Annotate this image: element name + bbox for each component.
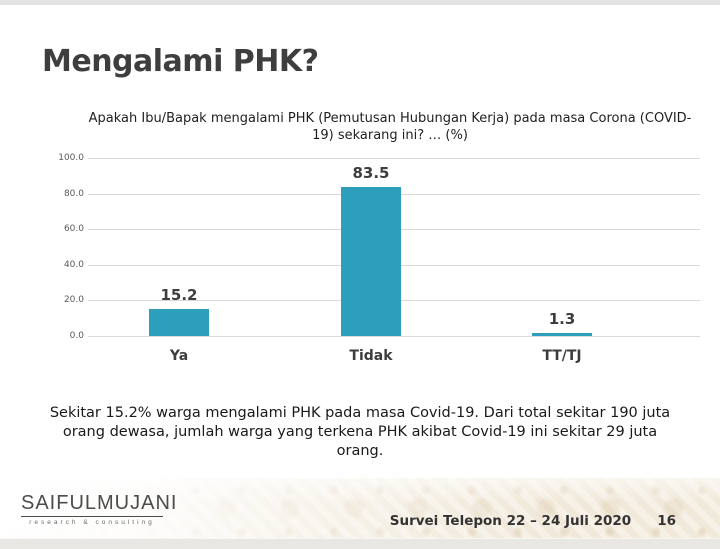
bar-value-label: 15.2 bbox=[160, 286, 198, 304]
logo-subtitle: research & consulting bbox=[29, 519, 155, 526]
x-axis-category-label: Ya bbox=[169, 348, 189, 364]
company-logo: SAIFULMUJANI research & consulting bbox=[21, 492, 176, 526]
y-axis-tick-label: 40.0 bbox=[63, 260, 84, 270]
y-axis-tick-label: 100.0 bbox=[58, 153, 84, 163]
gridline bbox=[88, 158, 700, 159]
bar-chart: 0.0 20.0 40.0 60.0 80.0 100.0 15.2 Ya 83.5 Tidak 1… bbox=[0, 150, 720, 370]
footer-note: Survei Telepon 22 – 24 Juli 2020 16 bbox=[390, 513, 676, 529]
gridline bbox=[88, 336, 700, 337]
logo-title: SAIFULMUJANI bbox=[21, 492, 176, 517]
page-number: 16 bbox=[657, 513, 676, 529]
summary-text: Sekitar 15.2% warga mengalami PHK pada m… bbox=[49, 405, 671, 459]
y-axis-tick-label: 20.0 bbox=[63, 295, 84, 305]
bar-Ya bbox=[149, 309, 209, 336]
bar-TT/TJ bbox=[532, 333, 592, 336]
y-axis-tick-label: 60.0 bbox=[63, 224, 84, 234]
x-axis-category-label: Tidak bbox=[349, 348, 393, 364]
bar-Tidak bbox=[341, 187, 401, 336]
bar-value-label: 83.5 bbox=[352, 164, 390, 182]
y-axis-tick-label: 80.0 bbox=[63, 189, 84, 199]
top-edge-strip bbox=[0, 0, 720, 5]
slide-title: Mengalami PHK? bbox=[42, 44, 319, 79]
footer-batik-band bbox=[0, 478, 720, 539]
y-axis-tick-label: 0.0 bbox=[69, 331, 84, 341]
survey-info: Survei Telepon 22 – 24 Juli 2020 bbox=[389, 513, 632, 529]
bar-value-label: 1.3 bbox=[548, 310, 576, 328]
chart-question-title: Apakah Ibu/Bapak mengalami PHK (Pemutusa… bbox=[88, 111, 692, 143]
bottom-edge-strip bbox=[0, 538, 720, 549]
x-axis-category-label: TT/TJ bbox=[542, 348, 582, 364]
